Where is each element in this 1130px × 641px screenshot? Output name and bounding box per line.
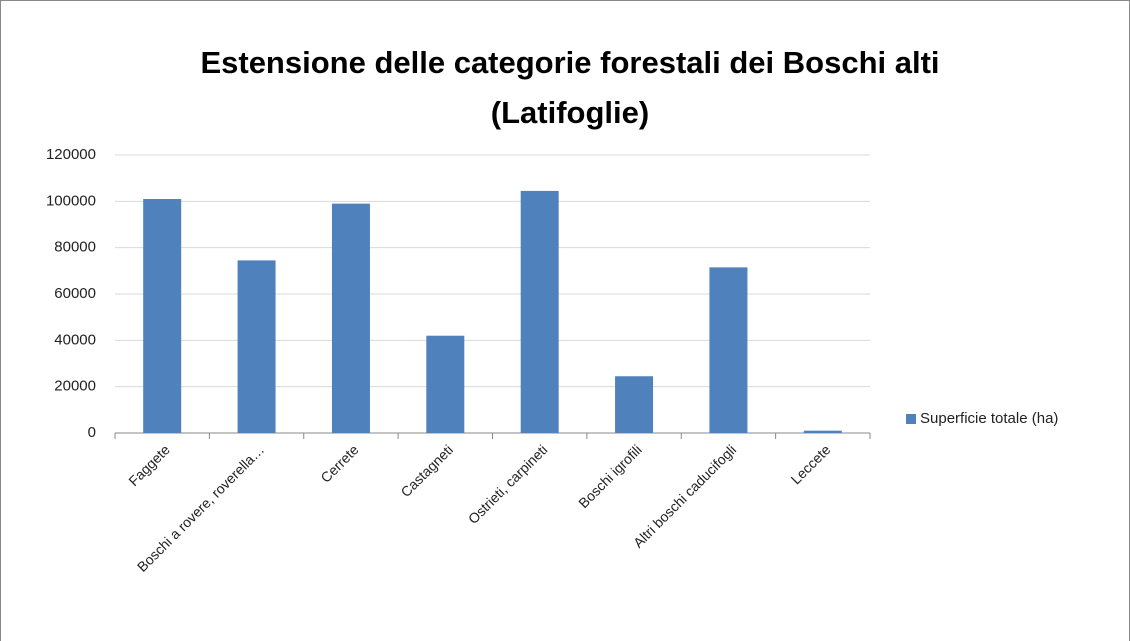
y-tick-label: 120000: [46, 146, 96, 163]
bar: [237, 260, 276, 433]
bar: [520, 190, 559, 433]
y-tick-label: 60000: [54, 285, 96, 302]
x-tick-label: Ostrieti, carpineti: [465, 441, 551, 527]
y-tick-label: 0: [88, 424, 96, 441]
bar: [331, 203, 370, 433]
legend-swatch: [906, 414, 916, 424]
x-tick-label: Leccete: [788, 441, 834, 487]
x-tick-label: Cerrete: [317, 441, 361, 485]
bar: [426, 335, 465, 433]
y-tick-label: 100000: [46, 192, 96, 209]
chart-title: Estensione delle categorie forestali dei…: [200, 45, 940, 130]
y-tick-label: 20000: [54, 378, 96, 395]
bar: [615, 376, 654, 433]
x-tick-label: Castagneti: [397, 441, 456, 500]
x-tick-label: Altri boschi caducifogli: [630, 441, 739, 550]
x-tick-label: Faggete: [125, 441, 173, 489]
legend-label: Superficie totale (ha): [920, 410, 1058, 427]
y-tick-label: 40000: [54, 331, 96, 348]
bar: [803, 430, 842, 433]
x-tick-label: Boschi igrofili: [575, 441, 645, 511]
bar: [143, 199, 182, 433]
bar: [709, 267, 748, 433]
y-tick-label: 80000: [54, 239, 96, 256]
